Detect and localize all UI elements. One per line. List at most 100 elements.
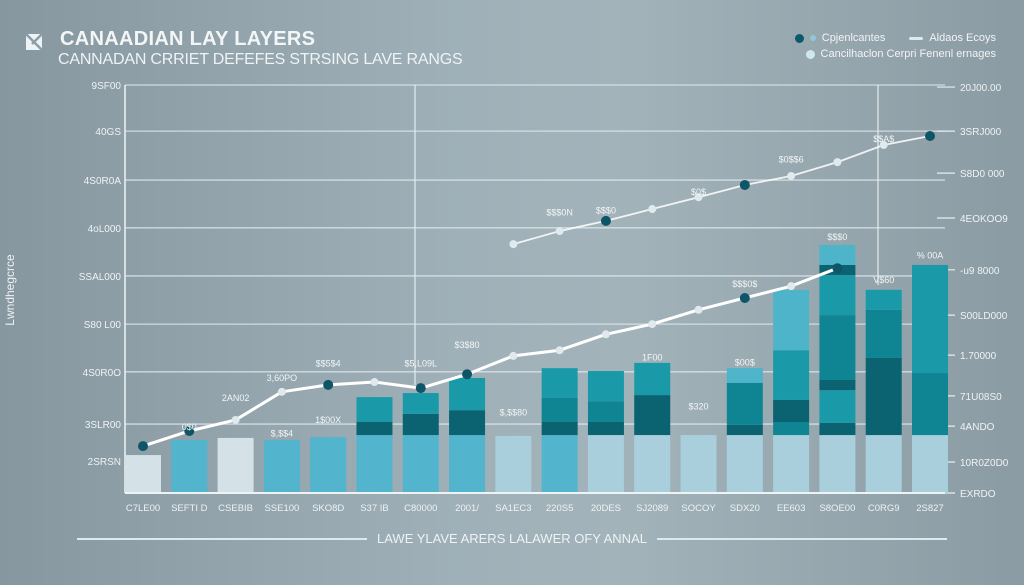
bar-base — [125, 455, 161, 493]
x-tick-label: SDX20 — [730, 503, 760, 514]
x-tick-label: SKO8D — [312, 503, 344, 514]
y-tick-label: 2SRSN — [88, 457, 121, 468]
data-point-marker — [925, 131, 935, 141]
data-label: $5,L09L — [404, 359, 437, 369]
data-label: $0$$6 — [779, 155, 804, 165]
x-tick-label: 220S5 — [546, 503, 573, 514]
bar-segment — [449, 410, 486, 436]
x-tick-label: SA1EC3 — [495, 503, 531, 514]
bar-segment — [773, 350, 810, 400]
data-label: $0$ — [691, 187, 706, 197]
right-tick-label: S8D0 000 — [960, 169, 1005, 180]
bar-base — [726, 435, 763, 493]
bar-segment — [356, 422, 393, 436]
x-tick-label: CSEBIB — [218, 503, 253, 514]
data-point-marker — [415, 383, 426, 394]
data-label: $$$0N — [546, 208, 573, 218]
bar-segment — [449, 377, 486, 411]
bar-base — [819, 435, 856, 493]
bar-segment — [541, 368, 578, 398]
bar-segment — [402, 393, 439, 414]
data-point-marker — [138, 441, 148, 452]
data-label: $$$0$ — [732, 279, 757, 289]
y-tick-label: SSAL000 — [79, 272, 122, 283]
bar-base — [773, 435, 810, 493]
bar-base — [865, 435, 902, 493]
bar-segment — [587, 401, 624, 423]
data-label: $00$ — [735, 358, 755, 368]
x-tick-label: S37 IB — [360, 503, 389, 514]
legend-dot-icon — [805, 49, 815, 59]
data-label: % 00A — [917, 250, 944, 260]
data-label: 0$0 — [182, 422, 197, 432]
y-tick-label: S80 L00 — [84, 320, 122, 331]
data-point-marker — [879, 140, 888, 149]
data-label: 2AN02 — [222, 393, 250, 403]
chart-title: CANAADIAN LAY LAYERS — [60, 28, 316, 50]
data-point-marker — [231, 415, 240, 424]
y-tick-label: 3SLR00 — [85, 420, 122, 431]
bar-segment — [819, 244, 856, 265]
bar-base — [171, 439, 208, 493]
bar-base — [495, 435, 532, 493]
bar-segment — [587, 371, 624, 402]
bar-segment — [773, 399, 810, 423]
right-tick-label: 4ANDO — [960, 422, 995, 433]
bar-segment — [865, 357, 902, 436]
data-point-marker — [694, 193, 703, 202]
bar-segment — [865, 289, 902, 310]
bar-base — [449, 435, 486, 493]
data-label: $320 — [689, 401, 709, 411]
bar-segment — [819, 379, 856, 391]
right-tick-label: S00LD000 — [960, 311, 1008, 322]
bar-segment — [865, 309, 902, 358]
x-tick-label: S8OE00 — [819, 503, 855, 514]
x-axis-title: LAWE YLAVE ARERS LALAWER OFY ANNAL — [0, 531, 1024, 546]
data-label: $$$0 — [596, 206, 616, 216]
right-tick-label: 20J00.00 — [960, 83, 1002, 94]
x-tick-label: EE603 — [777, 503, 806, 514]
divider — [77, 537, 367, 540]
bar-base — [587, 435, 624, 493]
bar-segment — [912, 373, 948, 436]
data-point-marker — [601, 330, 610, 339]
data-label: 3,60PO — [267, 373, 298, 383]
y-tick-label: 4oL000 — [88, 224, 122, 235]
x-axis-title-text: LAWE YLAVE ARERS LALAWER OFY ANNAL — [377, 531, 647, 546]
right-tick-label: -u9 8000 — [960, 266, 1000, 277]
bar-base — [912, 435, 948, 493]
y-tick-label: 40GS — [95, 127, 121, 138]
data-label: 1F00 — [642, 352, 663, 362]
chart-subtitle: CANNADAN CRRIET DEFEFES STRSING LAVE RAN… — [58, 51, 463, 68]
bar-segment — [773, 289, 810, 351]
data-point-marker — [833, 158, 842, 167]
bar-base — [263, 439, 300, 493]
data-point-marker — [370, 378, 379, 387]
bar-segment — [819, 275, 856, 316]
data-point-marker — [648, 320, 657, 329]
data-label: 1$00X — [315, 415, 341, 425]
data-point-marker — [184, 425, 195, 436]
data-point-marker — [600, 215, 611, 226]
data-point-marker — [739, 292, 750, 303]
right-tick-label: 10R0Z0D0 — [960, 458, 1009, 469]
legend: Cpjenlcantes Aldaos Ecoys Cancilhaclon C… — [794, 32, 996, 64]
x-tick-label: SEFTI D — [171, 503, 208, 514]
bar-segment — [634, 362, 671, 396]
data-point-marker — [694, 305, 703, 314]
data-point-marker — [787, 282, 796, 291]
legend-label: Aldaos Ecoys — [929, 32, 996, 44]
series-line — [511, 135, 931, 246]
legend-item: Cpjenlcantes Aldaos Ecoys — [794, 32, 996, 44]
data-point-marker — [462, 369, 473, 380]
data-label: $$$0 — [827, 232, 847, 242]
data-label: $3$80 — [455, 340, 480, 350]
bar-segment — [402, 413, 439, 436]
data-point-marker — [648, 205, 657, 214]
bar-base — [634, 435, 671, 493]
data-point-marker — [555, 346, 564, 355]
bar-segment — [356, 397, 393, 423]
legend-item: Cancilhaclon Cerpri Fenenl ernages — [795, 48, 996, 60]
data-point-marker — [323, 379, 334, 390]
